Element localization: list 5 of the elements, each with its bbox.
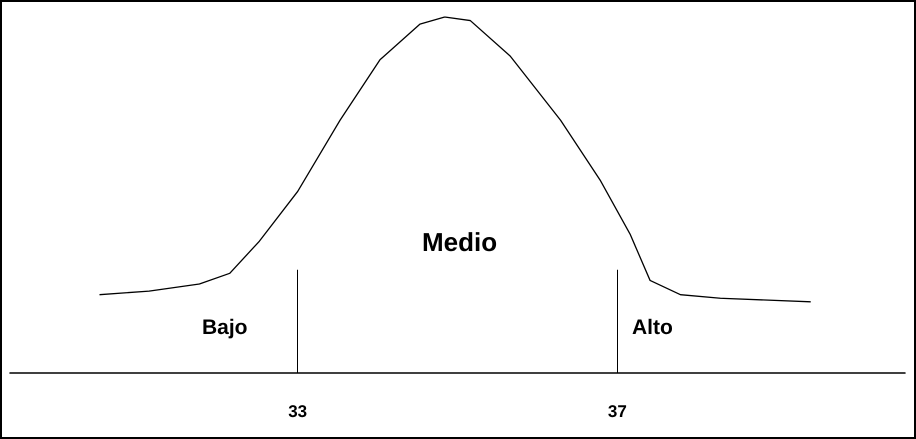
annotation: Medio	[422, 227, 498, 257]
x-tick-label: 37	[608, 402, 627, 421]
x-tick-label: 33	[288, 402, 308, 421]
annotation: Bajo	[202, 316, 248, 339]
annotation: Alto	[632, 316, 673, 339]
